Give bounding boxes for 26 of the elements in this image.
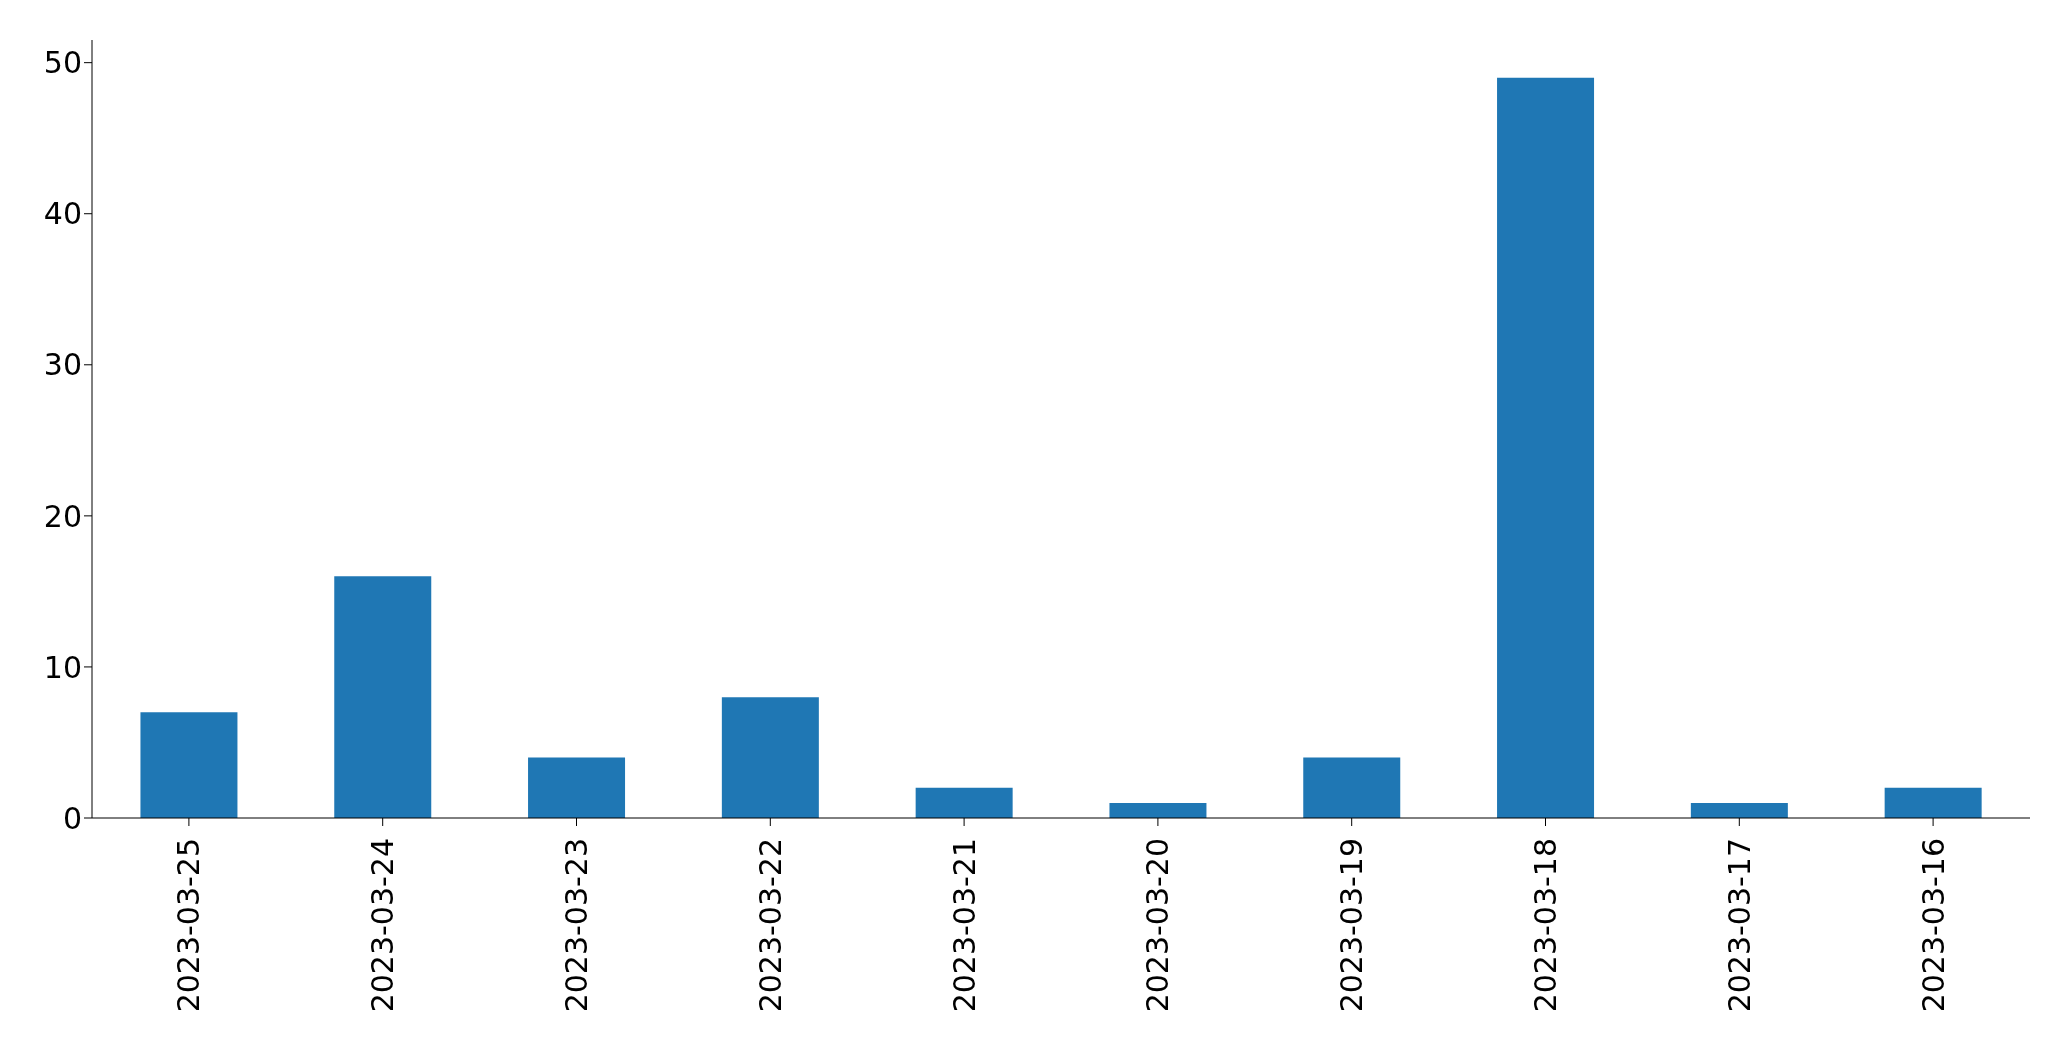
bar bbox=[528, 757, 626, 818]
y-tick-label: 0 bbox=[62, 800, 82, 836]
y-tick-label: 30 bbox=[43, 347, 82, 383]
bar bbox=[721, 697, 819, 818]
x-tick-label: 2023-03-23 bbox=[559, 838, 594, 1013]
x-tick-label: 2023-03-20 bbox=[1140, 838, 1176, 1013]
bar bbox=[1497, 77, 1595, 818]
y-tick-label: 10 bbox=[43, 649, 82, 685]
bar bbox=[1690, 802, 1788, 818]
bar bbox=[334, 576, 432, 818]
bar bbox=[1303, 757, 1401, 818]
x-tick-label: 2023-03-17 bbox=[1721, 838, 1757, 1013]
y-tick-label: 40 bbox=[43, 196, 82, 232]
bar bbox=[140, 712, 238, 818]
x-tick-label: 2023-03-24 bbox=[365, 838, 401, 1013]
x-tick-label: 2023-03-16 bbox=[1915, 838, 1951, 1013]
x-tick-label: 2023-03-19 bbox=[1334, 838, 1370, 1013]
bar bbox=[915, 787, 1013, 818]
y-tick-label: 20 bbox=[43, 498, 82, 534]
bar bbox=[1884, 787, 1982, 818]
x-tick-label: 2023-03-22 bbox=[752, 838, 788, 1013]
x-tick-label: 2023-03-21 bbox=[946, 838, 982, 1013]
bar bbox=[1109, 802, 1207, 818]
x-tick-label: 2023-03-25 bbox=[171, 838, 207, 1013]
y-tick-label: 50 bbox=[43, 45, 82, 81]
x-tick-label: 2023-03-18 bbox=[1528, 838, 1563, 1013]
